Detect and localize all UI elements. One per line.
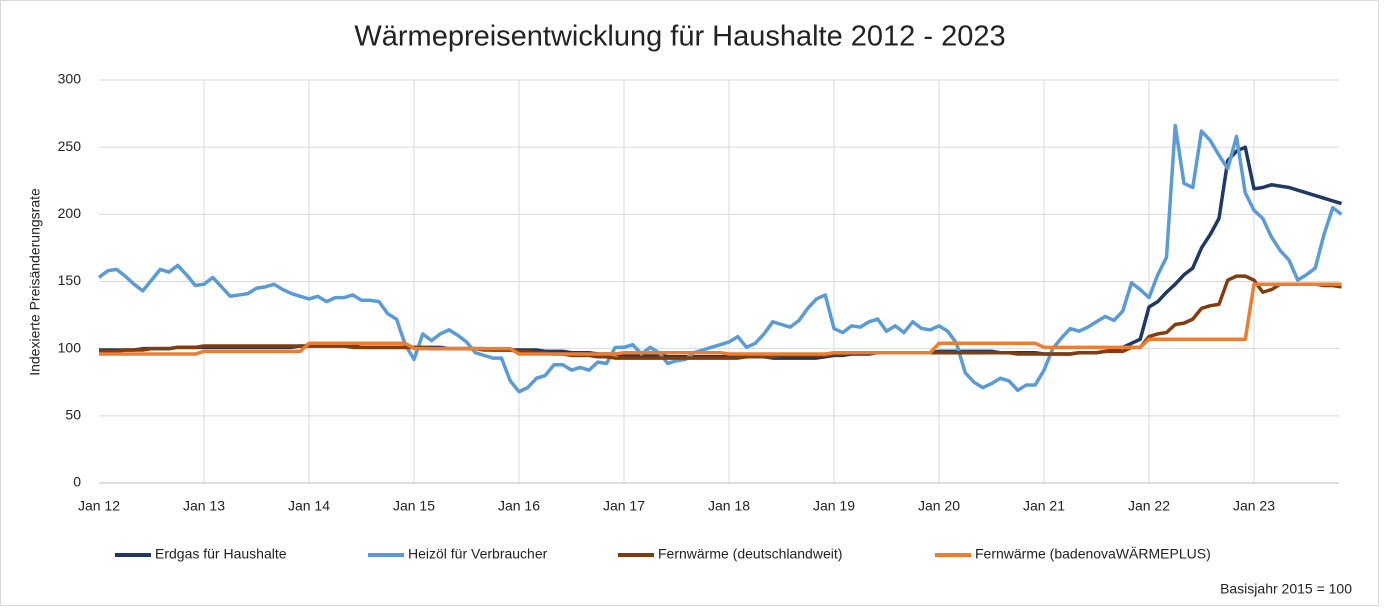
- x-tick-label: Jan 12: [78, 498, 120, 514]
- legend-label: Fernwärme (badenovaWÄRMEPLUS): [975, 546, 1211, 562]
- line-series: [99, 282, 1342, 356]
- y-tick-label: 150: [58, 272, 82, 288]
- y-tick-label: 0: [73, 474, 81, 490]
- x-tick-label: Jan 14: [288, 498, 330, 514]
- legend-label: Erdgas für Haushalte: [155, 546, 287, 562]
- y-tick-label: 200: [58, 205, 82, 221]
- x-tick-label: Jan 17: [603, 498, 645, 514]
- y-tick-label: 250: [58, 138, 82, 154]
- y-tick-label: 100: [58, 339, 82, 355]
- y-tick-label: 300: [58, 71, 82, 87]
- note: Basisjahr 2015 = 100: [1220, 581, 1352, 597]
- y-axis-label: Indexierte Preisänderungsrate: [27, 188, 43, 376]
- y-tick-label: 50: [65, 407, 81, 423]
- x-tick-label: Jan 13: [183, 498, 225, 514]
- x-tick-label: Jan 22: [1128, 498, 1170, 514]
- x-tick-label: Jan 18: [708, 498, 750, 514]
- x-tick-label: Jan 21: [1023, 498, 1065, 514]
- line-series: [97, 123, 1343, 394]
- x-tick-label: Jan 16: [498, 498, 540, 514]
- x-tick-label: Jan 20: [918, 498, 960, 514]
- x-tick-label: Jan 15: [393, 498, 435, 514]
- x-tick-label: Jan 19: [813, 498, 855, 514]
- legend-label: Heizöl für Verbraucher: [408, 546, 548, 562]
- x-tick-label: Jan 23: [1233, 498, 1275, 514]
- legend-label: Fernwärme (deutschlandweit): [658, 546, 842, 562]
- chart-title: Wärmepreisentwicklung für Haushalte 2012…: [354, 21, 1005, 53]
